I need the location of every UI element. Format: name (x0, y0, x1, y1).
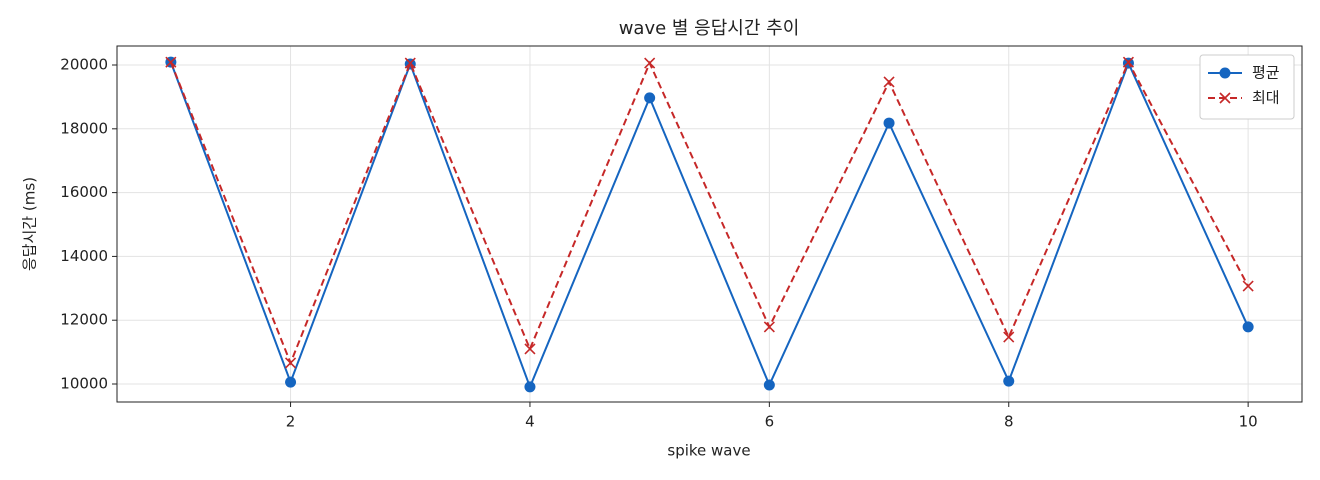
data-point (524, 343, 536, 355)
data-point (883, 76, 895, 88)
y-axis-label: 응답시간 (ms) (21, 177, 39, 271)
legend-label: 평균 (1252, 64, 1280, 82)
y-tick-label: 14000 (60, 247, 108, 265)
legend-box (1199, 54, 1295, 120)
x-tick-label: 8 (1004, 413, 1014, 431)
data-point (1242, 280, 1254, 292)
data-point (1242, 321, 1254, 333)
data-point (165, 56, 177, 68)
data-point (1122, 56, 1135, 68)
x-tick-label: 4 (525, 413, 535, 431)
data-point (404, 57, 416, 69)
legend-marker (1219, 92, 1231, 104)
plot-frame (116, 45, 1303, 403)
series-line (169, 59, 1250, 366)
data-point (644, 57, 656, 69)
y-tick-label: 16000 (60, 183, 108, 201)
legend-label: 최대 (1252, 89, 1280, 107)
y-tick-label: 18000 (60, 119, 108, 137)
y-tick-label: 20000 (60, 56, 108, 74)
data-point (524, 381, 536, 393)
data-point (285, 376, 297, 388)
series-line (169, 60, 1250, 390)
legend-marker (1219, 67, 1231, 79)
data-point (1003, 375, 1015, 387)
data-point (763, 379, 775, 391)
y-tick-label: 10000 (60, 375, 108, 393)
data-point (1003, 331, 1015, 343)
y-tick-label: 12000 (60, 311, 108, 329)
data-point (284, 357, 297, 369)
x-tick-label: 6 (765, 413, 775, 431)
data-point (763, 321, 775, 333)
data-point (883, 117, 895, 129)
x-axis-label: spike wave (667, 442, 750, 460)
x-tick-label: 10 (1239, 413, 1258, 431)
x-tick-label: 2 (286, 413, 296, 431)
chart-title: wave 별 응답시간 추이 (619, 18, 800, 39)
data-point (644, 92, 656, 104)
